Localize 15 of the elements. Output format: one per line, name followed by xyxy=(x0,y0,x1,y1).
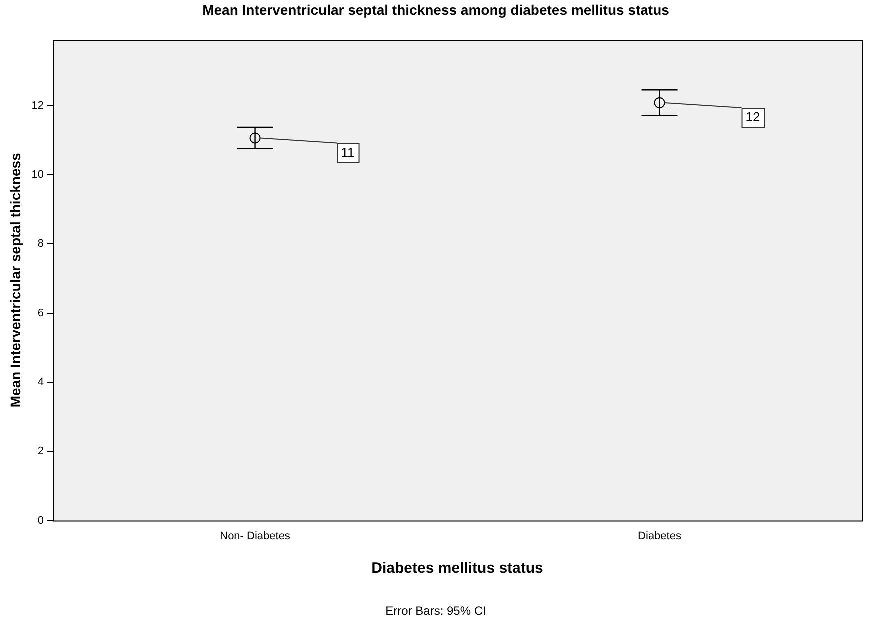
y-tick-label: 6 xyxy=(38,307,44,320)
y-tick-label: 4 xyxy=(38,376,44,388)
y-tick-label: 0 xyxy=(38,514,44,527)
chart-title: Mean Interventricular septal thickness among diabetes mellitus status xyxy=(202,2,670,18)
text: Error Bars: 95% CI xyxy=(384,604,488,618)
y-tick-label: 10 xyxy=(32,168,44,181)
y-tick-label: 2 xyxy=(38,446,44,458)
data-label: 11 xyxy=(341,144,355,160)
x-tick-label: Diabetes xyxy=(638,530,682,542)
y-tick-label: 12 xyxy=(32,100,44,112)
x-axis-title: Diabetes mellitus status xyxy=(372,560,544,578)
y-axis-title: Mean Interventricular septal thickness xyxy=(7,152,24,408)
x-tick-label: Non- Diabetes xyxy=(220,530,291,542)
data-label: 12 xyxy=(746,110,760,125)
y-tick-label: 8 xyxy=(38,238,44,250)
